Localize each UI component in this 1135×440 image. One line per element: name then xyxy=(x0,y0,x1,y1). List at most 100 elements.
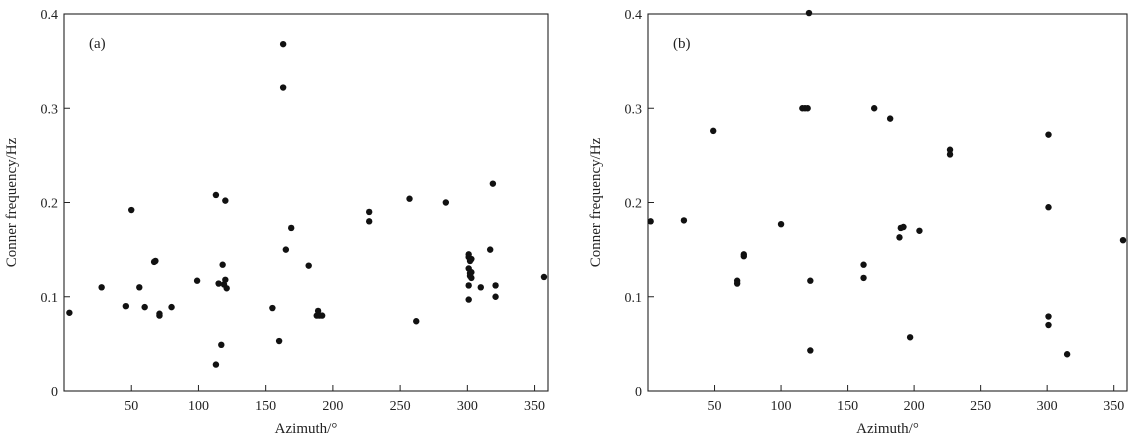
data-point xyxy=(486,246,494,253)
data-point xyxy=(275,337,283,345)
data-point xyxy=(860,261,867,268)
data-point xyxy=(896,234,903,241)
data-point xyxy=(223,285,230,292)
x-axis-title: Azimuth/° xyxy=(856,421,919,437)
chart-panel-b: 0 0.1 0.2 0.3 0.4 50 100 150 200 250 300 350 Azimuth… xyxy=(588,8,1128,437)
chart-panel-a: 0 0.1 0.2 0.3 0.4 50 100 150 200 250 300 350 Azimuth… xyxy=(4,8,549,437)
data-point xyxy=(442,199,450,206)
data-point xyxy=(807,347,814,354)
data-point xyxy=(141,303,148,311)
x-tick-label: 300 xyxy=(1037,399,1058,414)
data-point xyxy=(156,312,163,319)
data-point xyxy=(1045,313,1052,320)
data-point xyxy=(136,284,143,291)
data-point xyxy=(1045,321,1052,329)
data-point xyxy=(288,224,295,232)
x-tick-label: 250 xyxy=(390,399,411,414)
data-point xyxy=(886,115,894,122)
y-tick-label: 0.1 xyxy=(41,291,59,306)
data-point xyxy=(807,277,814,284)
data-point xyxy=(465,282,472,289)
data-point xyxy=(733,280,741,287)
data-point xyxy=(152,257,159,265)
x-tick-label: 150 xyxy=(837,399,858,414)
data-point xyxy=(1119,237,1127,244)
data-point xyxy=(279,40,287,48)
plot-frame xyxy=(63,13,549,392)
data-point xyxy=(477,284,484,291)
y-axis-title: Conner frequency/Hz xyxy=(588,137,604,267)
x-tick-label: 200 xyxy=(322,399,343,414)
y-tick-label: 0.4 xyxy=(625,8,643,23)
data-point xyxy=(468,269,475,276)
data-point xyxy=(215,280,222,287)
data-point xyxy=(218,341,225,349)
y-tick-label: 0.3 xyxy=(625,102,643,117)
data-point xyxy=(413,318,420,325)
plot-frame xyxy=(647,13,1128,392)
data-point xyxy=(212,191,220,199)
data-point xyxy=(946,151,954,158)
data-point xyxy=(540,273,548,281)
data-point xyxy=(122,302,130,310)
data-point xyxy=(128,206,135,214)
data-point xyxy=(680,217,688,224)
data-point xyxy=(212,361,220,368)
x-tick-label: 300 xyxy=(457,399,478,414)
x-axis-title: Azimuth/° xyxy=(275,421,338,437)
panel-label: (a) xyxy=(89,36,106,52)
x-tick-label: 350 xyxy=(524,399,545,414)
data-point xyxy=(916,227,923,234)
y-axis-title: Conner frequency/Hz xyxy=(4,137,20,267)
data-point xyxy=(282,246,290,253)
data-point xyxy=(219,261,226,268)
data-point xyxy=(492,282,499,289)
data-point xyxy=(906,334,914,341)
x-tick-label: 350 xyxy=(1103,399,1124,414)
data-point xyxy=(168,303,175,311)
data-point xyxy=(222,276,229,283)
x-tick-label: 150 xyxy=(255,399,276,414)
panel-label: (b) xyxy=(673,36,691,52)
data-point xyxy=(279,84,287,91)
data-point xyxy=(66,309,73,316)
data-point xyxy=(870,105,878,112)
data-point xyxy=(492,293,499,300)
y-tick-label: 0.3 xyxy=(41,102,59,117)
y-tick-label: 0.4 xyxy=(41,8,59,23)
data-point xyxy=(860,274,867,282)
data-point xyxy=(709,127,717,135)
y-tick-label: 0 xyxy=(635,385,642,400)
data-point xyxy=(365,208,373,216)
x-tick-label: 50 xyxy=(124,399,138,414)
data-point xyxy=(489,180,497,187)
data-point xyxy=(269,304,276,312)
y-tick-label: 0.2 xyxy=(625,197,643,212)
x-tick-label: 100 xyxy=(771,399,792,414)
data-point xyxy=(318,312,326,319)
x-tick-label: 50 xyxy=(708,399,722,414)
data-point xyxy=(1063,351,1071,358)
data-point xyxy=(465,296,472,303)
data-point xyxy=(647,218,654,225)
data-point xyxy=(777,220,785,228)
data-point xyxy=(406,195,413,202)
y-tick-label: 0 xyxy=(51,385,58,400)
data-point xyxy=(365,218,373,225)
data-point xyxy=(946,146,954,153)
y-tick-label: 0.2 xyxy=(41,197,59,212)
data-point xyxy=(98,284,105,291)
data-point xyxy=(900,223,907,231)
data-point xyxy=(740,253,747,260)
data-point xyxy=(193,277,201,284)
data-point xyxy=(1045,204,1052,211)
data-point xyxy=(468,255,475,263)
x-tick-label: 200 xyxy=(904,399,925,414)
data-point xyxy=(804,105,811,112)
x-tick-label: 250 xyxy=(970,399,991,414)
data-point xyxy=(468,274,475,282)
y-tick-label: 0.1 xyxy=(625,291,643,306)
data-point xyxy=(305,262,312,269)
x-tick-label: 100 xyxy=(188,399,209,414)
